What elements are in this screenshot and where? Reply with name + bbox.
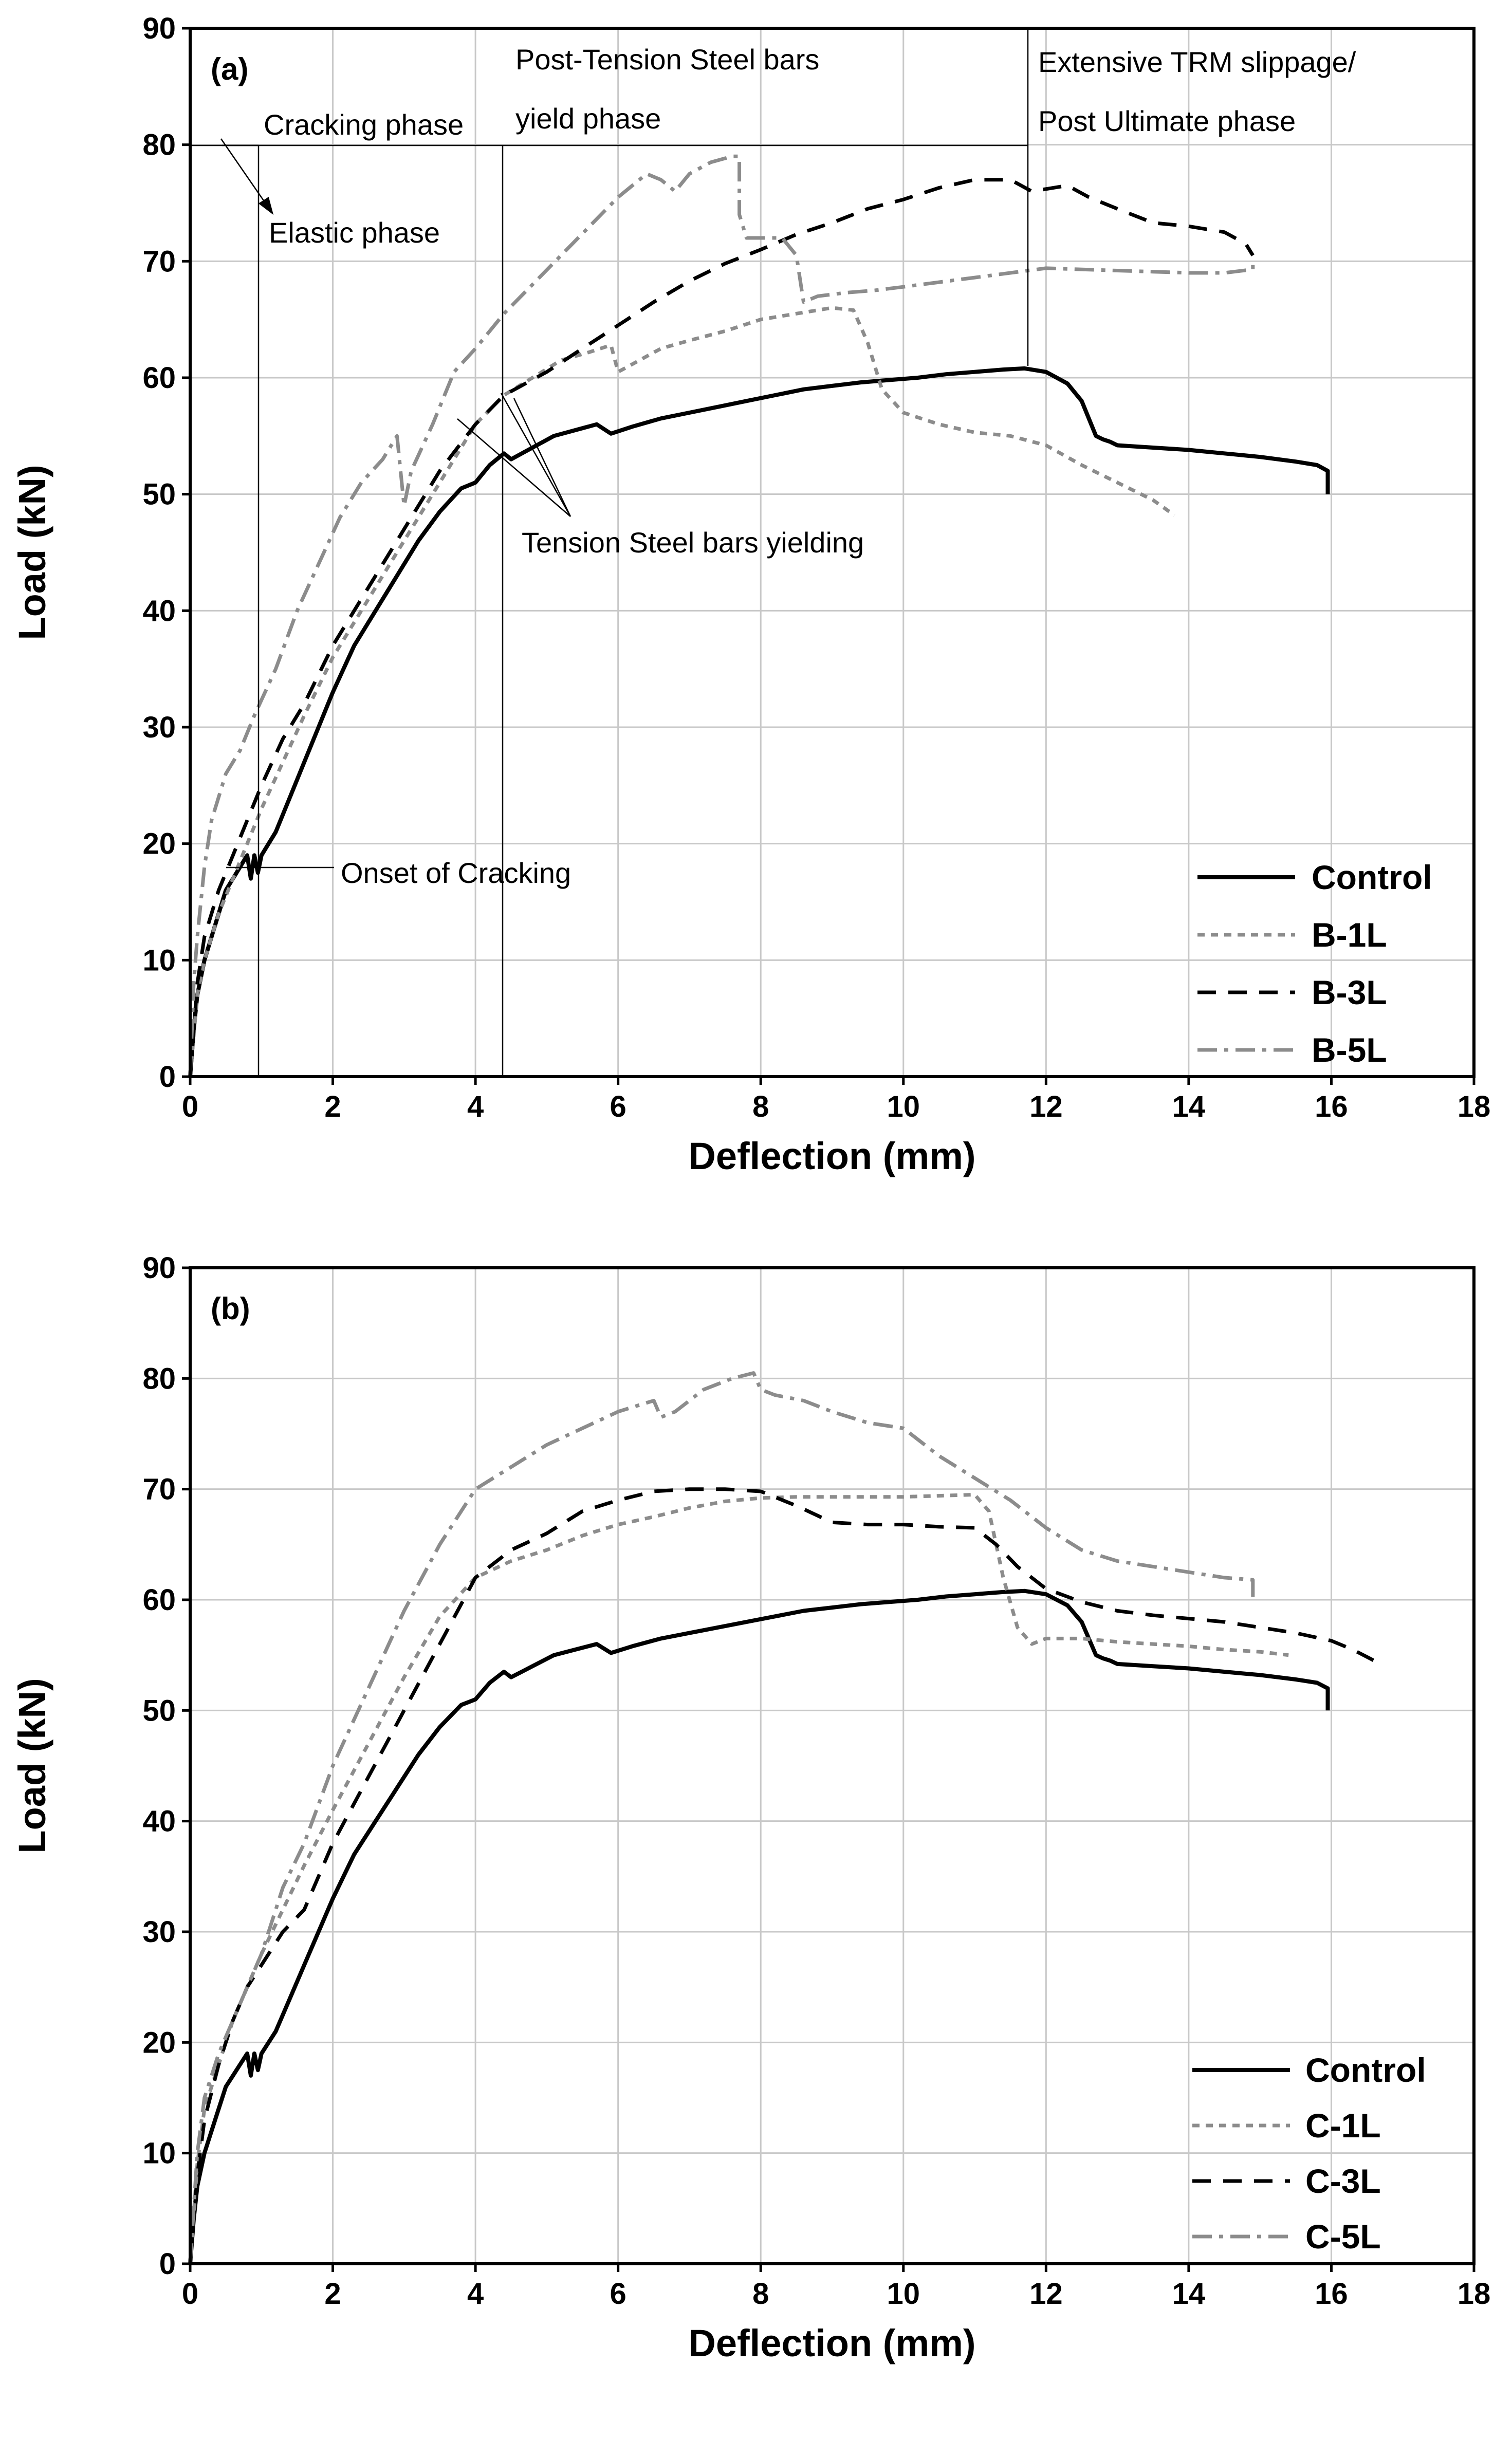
y-tick-label: 60 [142,1583,176,1617]
legend-label: Control [1312,858,1432,896]
series-line-b-3l [188,178,1255,1077]
x-tick-label: 6 [610,1090,626,1123]
y-tick-label: 40 [142,1805,176,1838]
y-tick-label: 70 [142,245,176,278]
axes-a: 0 2 4 6 8 10 12 14 16 18 0 10 20 30 40 50 60 70 80 90 Deflec… [11,12,1490,1177]
series-line-b-1l [188,306,1176,1077]
x-tick-label: 10 [887,1090,920,1123]
x-tick-label: 8 [752,2277,769,2311]
annotation-onset-cracking: Onset of Cracking [341,857,571,889]
legend-label: C-1L [1305,2107,1381,2145]
chart-panel-b: 0 2 4 6 8 10 12 14 16 18 0 10 20 30 40 50 60 70 80 90 Deflec… [11,1251,1490,2364]
y-tick-label: 30 [142,1915,176,1949]
annotation-cracking-phase: Cracking phase [264,108,464,141]
y-tick-label: 80 [142,128,176,162]
x-tick-label: 18 [1458,2277,1491,2311]
legend-label: Control [1305,2051,1426,2089]
plot-frame [189,27,1476,1078]
y-tick-label: 20 [142,2026,176,2059]
y-tick-label: 50 [142,1694,176,1727]
panel-label: (b) [211,1291,250,1326]
annotation-post-ultimate: Post Ultimate phase [1038,105,1296,137]
annotation-post-tension: Post-Tension Steel bars [515,43,819,76]
x-tick-label: 12 [1029,1090,1063,1123]
legend-label: B-3L [1312,973,1387,1011]
axes-b: 0 2 4 6 8 10 12 14 16 18 0 10 20 30 40 50 60 70 80 90 Deflec… [11,1251,1490,2364]
y-tick-label: 30 [142,711,176,744]
plot-frame [189,1266,1476,2265]
annotation-yield-phase: yield phase [515,102,661,135]
x-tick-label: 18 [1458,1090,1491,1123]
series-layer-b [188,1371,1375,2264]
yield-pointer-3 [513,398,571,517]
y-tick-label: 40 [142,594,176,627]
x-tick-label: 2 [324,1090,341,1123]
x-tick-label: 4 [467,2277,484,2311]
y-axis-title: Load (kN) [11,465,53,640]
x-tick-label: 14 [1172,1090,1206,1123]
y-axis-title: Load (kN) [11,1678,53,1853]
panel-label: (a) [211,52,248,86]
y-tick-label: 20 [142,827,176,861]
x-axis-title: Deflection (mm) [688,1135,975,1177]
x-tick-label: 14 [1172,2277,1206,2311]
series-layer-a [188,154,1330,1077]
x-tick-label: 2 [324,2277,341,2311]
series-line-b-5l [188,154,1255,1077]
series-line-c-3l [188,1487,1375,2264]
y-tick-label: 90 [142,1251,176,1285]
yield-pointer-2 [500,393,571,517]
legend-label: C-5L [1305,2218,1381,2256]
x-tick-label: 0 [182,1090,198,1123]
legend-label: C-3L [1305,2162,1381,2200]
y-tick-label: 10 [142,944,176,977]
series-line-control [188,1588,1330,2264]
yield-pointer-1 [457,418,571,517]
legend-a: Control B-1L B-3L B-5L [1197,858,1432,1069]
elastic-phase-arrowhead [258,197,274,215]
series-line-c-5l [188,1371,1255,2264]
phase-annotations [190,28,1029,1077]
chart-panel-a: Cracking phase Elastic phase Post-Tensio… [11,12,1490,1177]
y-tick-label: 60 [142,361,176,395]
grid-b [190,1268,1474,2264]
y-tick-label: 70 [142,1473,176,1506]
y-tick-label: 90 [142,12,176,45]
annotation-elastic-phase: Elastic phase [269,216,440,249]
x-tick-label: 16 [1315,2277,1348,2311]
y-tick-label: 50 [142,478,176,511]
y-tick-label: 0 [159,2247,176,2281]
x-tick-label: 0 [182,2277,198,2311]
y-tick-label: 80 [142,1362,176,1395]
legend-b: Control C-1L C-3L C-5L [1192,2051,1426,2256]
annotation-trm-slippage: Extensive TRM slippage/ [1038,46,1356,78]
x-tick-label: 16 [1315,1090,1348,1123]
y-tick-label: 10 [142,2137,176,2170]
x-tick-label: 6 [610,2277,626,2311]
y-tick-label: 0 [159,1060,176,1094]
x-tick-label: 12 [1029,2277,1063,2311]
legend-label: B-1L [1312,916,1387,954]
legend-label: B-5L [1312,1031,1387,1069]
annotation-tension-yielding: Tension Steel bars yielding [522,526,864,559]
series-line-control [188,366,1330,1077]
x-tick-label: 10 [887,2277,920,2311]
x-tick-label: 8 [752,1090,769,1123]
x-axis-title: Deflection (mm) [688,2322,975,2364]
x-tick-label: 4 [467,1090,484,1123]
grid-a [190,28,1474,1077]
